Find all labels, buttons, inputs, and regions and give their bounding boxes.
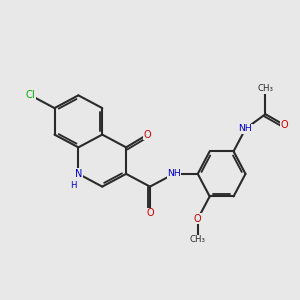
Text: Cl: Cl xyxy=(26,90,35,100)
Text: CH₃: CH₃ xyxy=(190,235,206,244)
Text: H: H xyxy=(70,181,77,190)
Text: N: N xyxy=(75,169,82,179)
Text: CH₃: CH₃ xyxy=(257,85,273,94)
Text: NH: NH xyxy=(167,169,181,178)
Text: O: O xyxy=(143,130,151,140)
Text: O: O xyxy=(146,208,154,218)
Text: NH: NH xyxy=(238,124,252,133)
Text: O: O xyxy=(194,214,202,224)
Text: O: O xyxy=(280,120,288,130)
